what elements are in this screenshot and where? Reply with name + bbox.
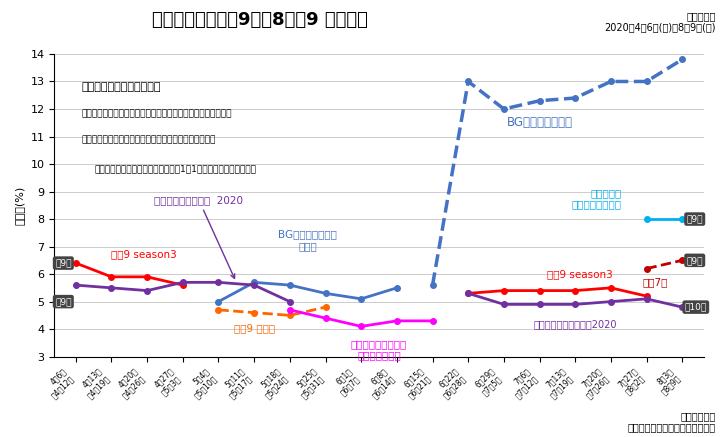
Text: 刑事7人: 刑事7人 bbox=[643, 277, 668, 287]
Text: 警視庁・捜査一課長
特別バージョン: 警視庁・捜査一課長 特別バージョン bbox=[351, 339, 407, 361]
Text: 【テレビ朝日／水9・木8・木9 放送枠】: 【テレビ朝日／水9・木8・木9 放送枠】 bbox=[153, 11, 368, 29]
Text: 合計値＝ライブ値＋再生値: 合計値＝ライブ値＋再生値 bbox=[82, 83, 161, 93]
Text: 特捜9 傑作選: 特捜9 傑作選 bbox=[234, 324, 275, 333]
Text: BG～身辺警護人～
傑作選: BG～身辺警護人～ 傑作選 bbox=[278, 229, 337, 251]
Text: 水9枠: 水9枠 bbox=[686, 256, 703, 265]
Text: 木10枠: 木10枠 bbox=[685, 302, 707, 312]
Text: 特捜9 season3: 特捜9 season3 bbox=[547, 270, 612, 280]
Text: 警視庁・捜査一課長  2020: 警視庁・捜査一課長 2020 bbox=[154, 195, 243, 278]
Text: BG～身辺警護人～: BG～身辺警護人～ bbox=[507, 116, 573, 129]
Text: 水9枠: 水9枠 bbox=[55, 259, 72, 267]
Text: 特捜9 season3: 特捜9 season3 bbox=[111, 249, 177, 259]
Text: 木9枠: 木9枠 bbox=[686, 215, 703, 224]
Y-axis label: 合計値(%): 合計値(%) bbox=[15, 186, 25, 225]
Text: 木9枠: 木9枠 bbox=[55, 297, 72, 306]
Text: 再生：当該番組が録画再生で視聴された割合・推計人数: 再生：当該番組が録画再生で視聴された割合・推計人数 bbox=[82, 135, 216, 144]
Text: 警視庁・捜査一課長．2020: 警視庁・捜査一課長．2020 bbox=[534, 319, 617, 329]
Text: （同じシーンを繰り返し視聴しても1台1回しかカウントしない）: （同じシーンを繰り返し視聴しても1台1回しかカウントしない） bbox=[95, 164, 257, 173]
Text: 集計期間：
2020年4月6日(月)～8月9日(日): 集計期間： 2020年4月6日(月)～8月9日(日) bbox=[604, 11, 716, 32]
Text: ライブ：当該番組がリアルタイムで視聴された割合・推計人数: ライブ：当該番組がリアルタイムで視聴された割合・推計人数 bbox=[82, 110, 232, 119]
Text: 未解決の女
警視庁文書捜査官: 未解決の女 警視庁文書捜査官 bbox=[572, 188, 622, 209]
Text: データ提供：
東芝映像ソリューション株式会社: データ提供： 東芝映像ソリューション株式会社 bbox=[628, 411, 716, 433]
